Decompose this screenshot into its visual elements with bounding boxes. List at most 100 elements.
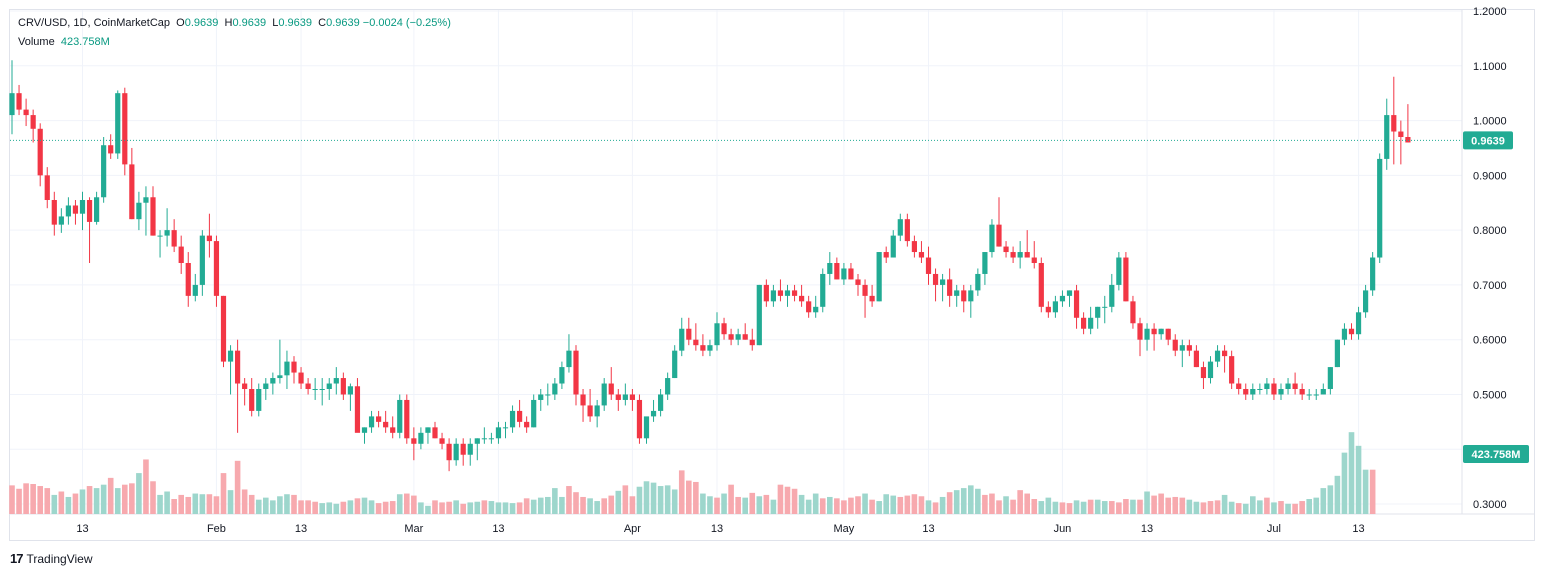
volume-bar — [643, 481, 650, 514]
legend-change: −0.0024 (−0.25%) — [362, 17, 451, 29]
volume-bar — [1158, 493, 1164, 514]
candle-body — [1200, 367, 1207, 379]
candle-body — [1088, 317, 1094, 329]
volume-bar — [439, 502, 445, 514]
volume-bar — [749, 492, 756, 514]
candle-body — [1024, 252, 1030, 258]
candle-body — [1165, 328, 1171, 340]
candle-body — [531, 399, 537, 428]
tradingview-brand-text: TradingView — [26, 551, 93, 566]
volume-bar — [1010, 499, 1016, 514]
candle-body — [855, 279, 861, 285]
volume-bar — [58, 491, 65, 514]
volume-bar — [213, 496, 220, 514]
volume-bar — [143, 459, 149, 514]
volume-bar — [129, 483, 135, 514]
legend-symbol: CRV/USD, 1D, CoinMarketCap — [18, 17, 171, 29]
candle-body — [368, 416, 375, 428]
volume-bar — [460, 503, 466, 514]
candle-body — [509, 410, 516, 428]
volume-bar — [432, 500, 438, 514]
candle-body — [735, 334, 741, 340]
candle-body — [545, 394, 551, 396]
candle-body — [883, 252, 889, 258]
volume-bar — [206, 494, 213, 514]
volume-bar — [869, 499, 875, 514]
candle-body — [108, 145, 114, 154]
price-badge — [1463, 131, 1513, 150]
candle-body — [432, 427, 438, 439]
volume-badge — [1463, 445, 1529, 463]
volume-bar — [1087, 499, 1094, 514]
volume-bar — [404, 493, 410, 514]
candle-body — [143, 197, 149, 203]
candle-body — [1102, 306, 1108, 308]
candle-body — [700, 345, 706, 351]
volume-bar — [1165, 497, 1171, 514]
volume-bar — [114, 488, 121, 514]
candle-body — [488, 438, 494, 440]
candle-body — [650, 410, 657, 417]
volume-bar — [234, 460, 241, 514]
volume-bar — [171, 499, 177, 514]
volume-bar — [1094, 499, 1101, 514]
volume-bar — [368, 500, 375, 514]
tradingview-brand[interactable]: 17 TradingView — [10, 551, 93, 566]
candle-body — [982, 252, 988, 274]
candle-body — [136, 202, 142, 220]
candle-body — [305, 383, 311, 389]
candle-body — [890, 235, 896, 258]
candle-body — [1207, 361, 1214, 379]
candle-body — [1123, 257, 1129, 302]
candle-body — [1059, 295, 1066, 302]
volume-bar — [1200, 502, 1207, 514]
candle-body — [601, 383, 607, 406]
candle-body — [249, 389, 255, 411]
candle-body — [1214, 350, 1221, 362]
volume-bar — [1052, 501, 1059, 514]
candle-body — [51, 200, 57, 225]
candle-body — [129, 164, 135, 220]
volume-bar — [629, 496, 636, 514]
volume-bar — [1193, 501, 1200, 514]
legend-high-label: H — [224, 17, 233, 29]
candle-body — [72, 205, 79, 214]
volume-bar — [23, 483, 29, 514]
volume-bar — [1313, 497, 1320, 514]
candle-body — [777, 290, 784, 296]
candle-body — [827, 263, 833, 274]
candle-body — [1363, 290, 1369, 313]
volume-bar — [1228, 501, 1235, 514]
volume-bar — [834, 498, 840, 514]
volume-bar — [305, 500, 311, 514]
candle-body — [446, 443, 452, 461]
candle-body — [220, 295, 227, 362]
volume-bar — [1355, 445, 1362, 514]
volume-bar — [298, 500, 304, 514]
volume-bar — [1250, 496, 1256, 514]
volume-bar — [284, 494, 290, 514]
candle-body — [763, 284, 769, 302]
volume-bar — [72, 493, 79, 514]
candle-body — [820, 273, 826, 307]
volume-bar — [1066, 503, 1073, 514]
candle-body — [721, 323, 727, 335]
candle-body — [876, 252, 882, 302]
volume-bar — [1172, 496, 1179, 514]
volume-bar — [1151, 495, 1157, 514]
candle-body — [347, 386, 353, 395]
volume-bar — [157, 494, 163, 514]
legend-close-value: 0.9639 — [326, 17, 360, 29]
volume-bar — [30, 484, 36, 514]
candle-body — [524, 421, 530, 428]
candle-body — [502, 427, 509, 429]
candle-body — [756, 284, 762, 346]
legend-open-label: O — [176, 17, 185, 29]
volume-bar — [79, 489, 86, 514]
candle-body — [256, 389, 262, 411]
candle-body — [277, 375, 283, 379]
volume-bar — [1109, 501, 1115, 514]
candle-body — [270, 378, 276, 384]
candle-body — [841, 268, 847, 280]
